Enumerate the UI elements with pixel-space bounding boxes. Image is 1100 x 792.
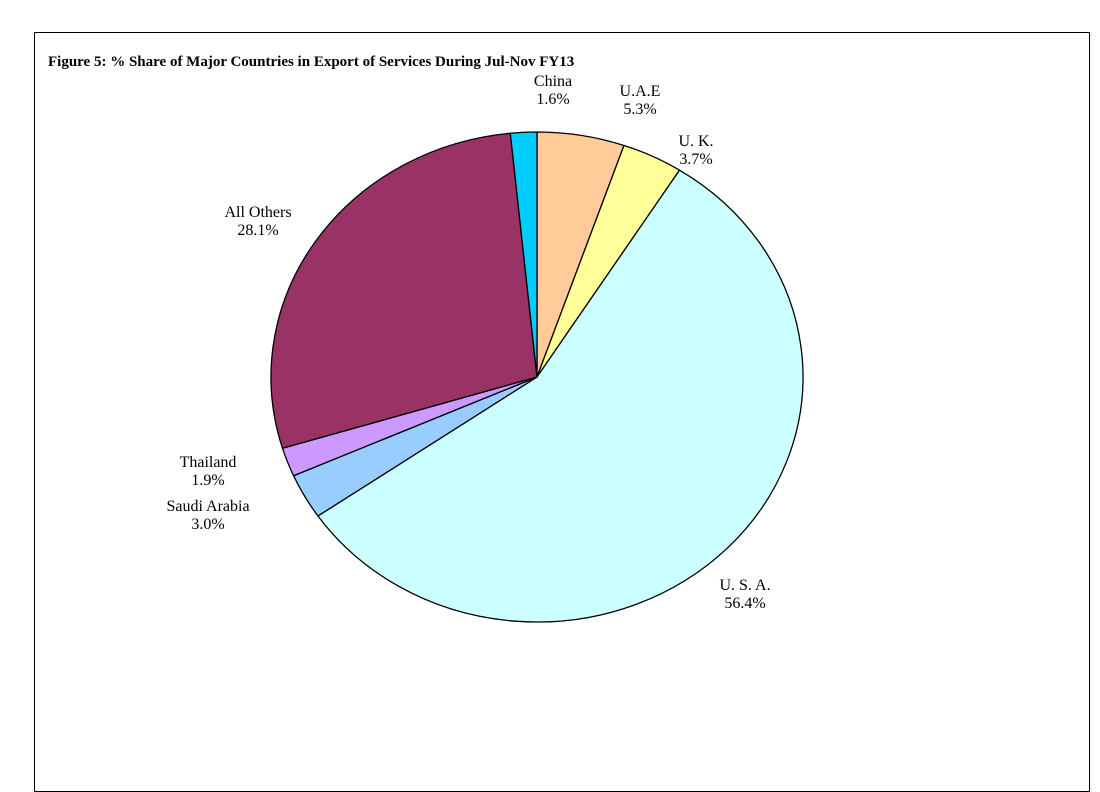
slice-value-label: 3.0% xyxy=(191,516,224,533)
slice-value-label: 5.3% xyxy=(623,101,656,118)
slice-name-label: U. S. A. xyxy=(719,577,770,594)
slice-name-label: Saudi Arabia xyxy=(166,498,249,515)
slice-value-label: 3.7% xyxy=(679,151,712,168)
pie-slice-china xyxy=(509,131,538,378)
slice-name-label: U.A.E xyxy=(620,83,661,100)
pie-slice-all-others xyxy=(270,132,538,449)
slice-value-label: 1.6% xyxy=(536,91,569,108)
pie-chart: U.A.E5.3% U. K.3.7% U. S. A.56.4% Saudi Ara… xyxy=(166,73,804,623)
chart-title: Figure 5: % Share of Major Countries in … xyxy=(48,54,575,70)
slice-value-label: 56.4% xyxy=(724,595,765,612)
slice-name-label: U. K. xyxy=(678,133,713,150)
slice-value-label: 28.1% xyxy=(237,222,278,239)
slice-value-label: 1.9% xyxy=(191,472,224,489)
slice-name-label: All Others xyxy=(224,204,291,221)
slice-name-label: China xyxy=(534,73,572,90)
slice-name-label: Thailand xyxy=(180,454,237,471)
pie-slice-u-s-a xyxy=(317,169,804,623)
